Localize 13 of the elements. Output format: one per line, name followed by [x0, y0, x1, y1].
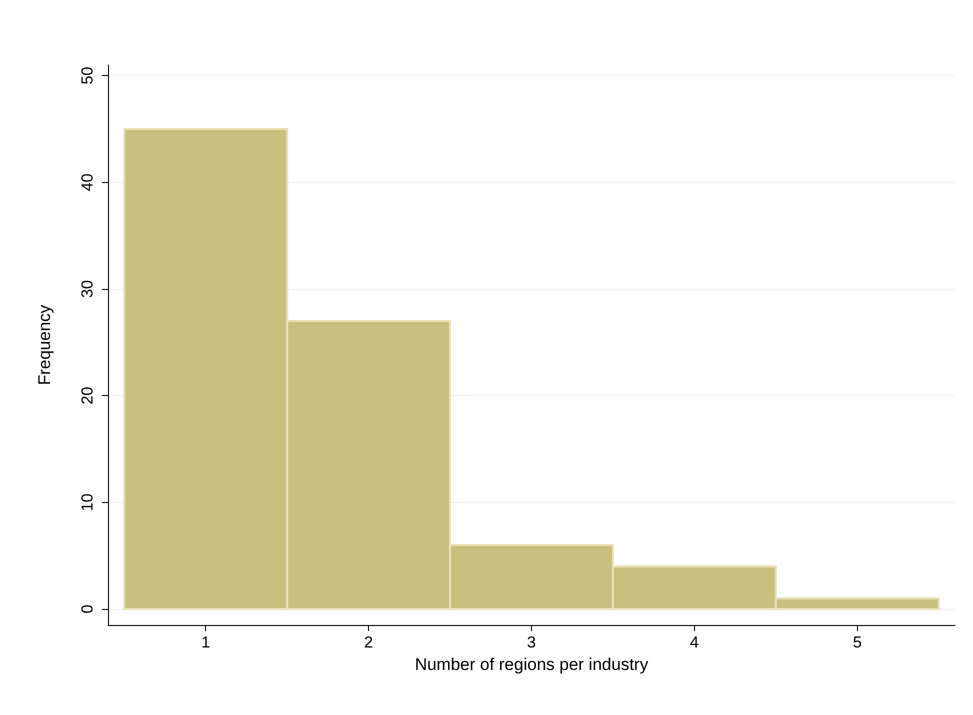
y-tick-label: 30 — [80, 280, 96, 298]
x-tick-label: 2 — [364, 634, 374, 652]
y-tick-label: 10 — [80, 493, 96, 512]
x-tick-label: 5 — [852, 634, 862, 652]
y-tick-label: 20 — [80, 386, 96, 405]
x-tick-label: 4 — [690, 634, 699, 652]
x-axis-title: Number of regions per industry — [414, 654, 649, 674]
y-tick-label: 0 — [80, 604, 96, 614]
y-tick-label: 40 — [80, 173, 96, 192]
y-tick-label: 50 — [80, 66, 96, 85]
y-axis-title: Frequency — [35, 304, 54, 386]
x-tick-label: 3 — [527, 634, 536, 652]
x-tick-label: 1 — [201, 634, 210, 652]
